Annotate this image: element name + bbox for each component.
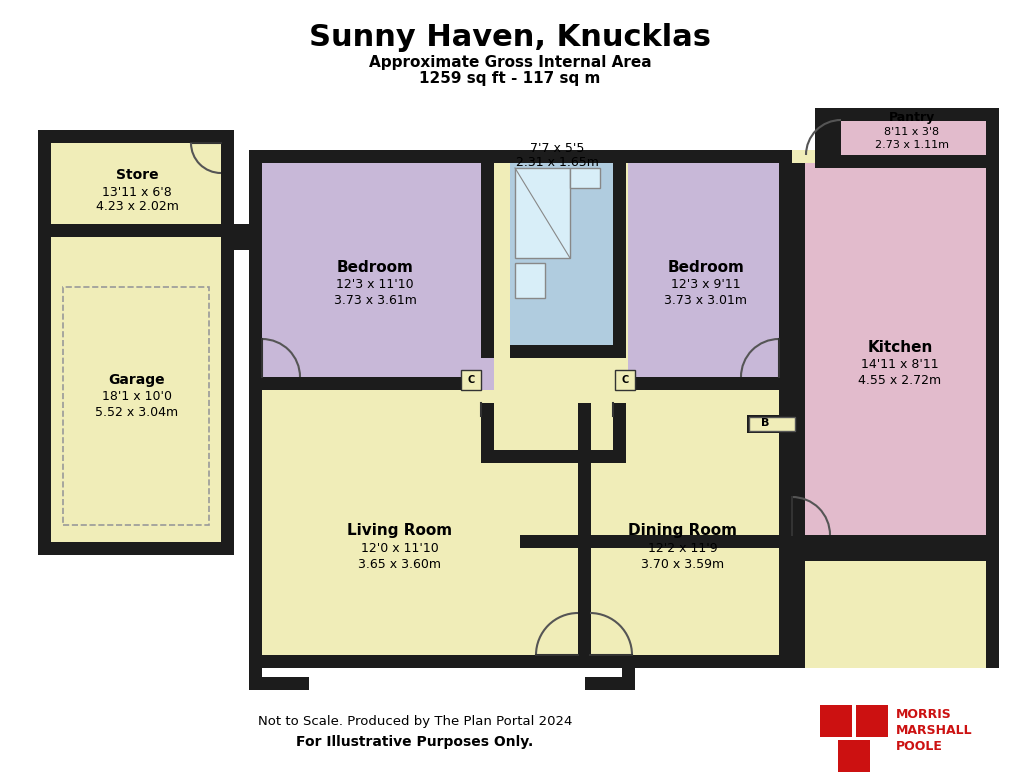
Text: For Illustrative Purposes Only.: For Illustrative Purposes Only.	[297, 735, 533, 749]
Bar	[570, 168, 599, 188]
Bar	[38, 542, 233, 555]
Text: MORRIS: MORRIS	[895, 708, 951, 721]
Bar	[612, 403, 626, 463]
Bar	[38, 130, 233, 143]
Bar	[249, 677, 309, 690]
Bar	[855, 705, 888, 737]
Text: Approximate Gross Internal Area: Approximate Gross Internal Area	[368, 55, 651, 70]
Text: 7'7 x 5'5: 7'7 x 5'5	[529, 141, 584, 155]
Bar	[791, 548, 804, 668]
Bar	[249, 150, 262, 668]
Bar	[791, 163, 804, 548]
Bar	[985, 108, 998, 668]
Text: 13'11 x 6'8: 13'11 x 6'8	[102, 186, 172, 198]
Bar	[804, 548, 985, 561]
Bar	[510, 345, 612, 358]
Text: 12'3 x 11'10: 12'3 x 11'10	[336, 279, 414, 291]
Text: 3.73 x 3.01m: 3.73 x 3.01m	[663, 294, 747, 308]
Bar	[38, 237, 233, 555]
Bar	[748, 417, 794, 431]
Bar	[628, 163, 791, 390]
Text: 3.70 x 3.59m: 3.70 x 3.59m	[641, 558, 723, 570]
Text: Dining Room: Dining Room	[628, 522, 737, 537]
Text: Bedroom: Bedroom	[336, 261, 413, 276]
Bar	[249, 655, 791, 668]
Bar	[827, 108, 998, 121]
Text: 5.52 x 3.04m: 5.52 x 3.04m	[96, 406, 178, 419]
Text: Kitchen: Kitchen	[866, 341, 931, 355]
Text: B: B	[760, 418, 768, 428]
Bar	[628, 377, 779, 390]
Text: Not to Scale. Produced by The Plan Portal 2024: Not to Scale. Produced by The Plan Porta…	[258, 715, 572, 729]
Bar	[746, 415, 796, 433]
Bar	[838, 740, 869, 772]
Text: POOLE: POOLE	[895, 740, 942, 753]
Text: 8'11 x 3'8: 8'11 x 3'8	[883, 127, 938, 137]
Text: C: C	[621, 375, 628, 385]
Text: Store: Store	[115, 168, 158, 182]
Bar	[515, 168, 570, 258]
Text: 3.65 x 3.60m: 3.65 x 3.60m	[358, 558, 441, 570]
Bar	[63, 287, 209, 525]
Text: 12'3 x 9'11: 12'3 x 9'11	[671, 279, 740, 291]
Text: 12'0 x 11'10: 12'0 x 11'10	[361, 541, 438, 555]
Bar	[221, 224, 262, 237]
Bar	[841, 108, 998, 168]
Text: 1259 sq ft - 117 sq m: 1259 sq ft - 117 sq m	[419, 70, 600, 85]
Bar	[481, 450, 626, 463]
Bar	[249, 150, 791, 163]
Bar	[814, 155, 863, 168]
Bar	[804, 535, 998, 548]
Bar	[221, 237, 233, 555]
Bar	[612, 163, 626, 358]
Text: Living Room: Living Room	[347, 522, 452, 537]
Bar	[249, 150, 791, 163]
Text: 3.73 x 3.61m: 3.73 x 3.61m	[333, 294, 416, 308]
Bar	[38, 224, 233, 237]
Text: 2.73 x 1.11m: 2.73 x 1.11m	[874, 140, 948, 150]
Bar	[38, 130, 51, 237]
Bar	[461, 370, 481, 390]
Text: Pantry: Pantry	[888, 112, 934, 124]
Bar	[515, 263, 544, 298]
Bar	[481, 163, 493, 358]
Bar	[249, 150, 998, 668]
Text: 4.23 x 2.02m: 4.23 x 2.02m	[96, 201, 178, 213]
Bar	[221, 130, 233, 237]
Text: Garage: Garage	[109, 373, 165, 387]
Text: C: C	[467, 375, 474, 385]
Text: 18'1 x 10'0: 18'1 x 10'0	[102, 390, 172, 404]
Bar	[614, 370, 635, 390]
Bar	[38, 130, 233, 237]
Bar	[779, 150, 791, 668]
Bar	[262, 163, 493, 390]
Text: Bedroom: Bedroom	[666, 261, 744, 276]
Bar	[38, 237, 51, 555]
Bar	[622, 655, 635, 690]
Bar	[481, 403, 493, 463]
Bar	[578, 403, 590, 668]
Text: 2.31 x 1.65m: 2.31 x 1.65m	[515, 155, 598, 169]
Bar	[804, 163, 998, 548]
Bar	[827, 155, 998, 168]
Text: 4.55 x 2.72m: 4.55 x 2.72m	[858, 375, 941, 387]
Bar	[819, 705, 851, 737]
Bar	[249, 377, 481, 390]
Bar	[249, 655, 309, 668]
Bar	[221, 237, 249, 250]
Bar	[249, 655, 262, 690]
Bar	[510, 163, 612, 358]
Text: 14'11 x 8'11: 14'11 x 8'11	[860, 358, 937, 372]
Bar	[585, 677, 635, 690]
Bar	[520, 535, 985, 548]
Bar	[779, 150, 791, 168]
Bar	[827, 108, 841, 168]
Text: Sunny Haven, Knucklas: Sunny Haven, Knucklas	[309, 23, 710, 52]
Bar	[814, 108, 827, 168]
Text: 12'2 x 11'9: 12'2 x 11'9	[647, 541, 717, 555]
Text: MARSHALL: MARSHALL	[895, 723, 972, 736]
Bar	[585, 655, 635, 668]
